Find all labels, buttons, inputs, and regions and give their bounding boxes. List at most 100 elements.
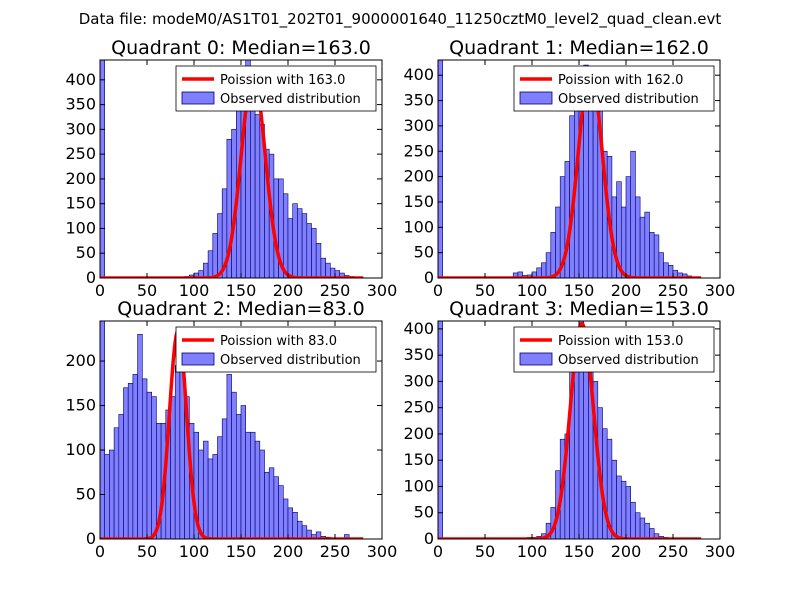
histogram-bar — [306, 223, 312, 278]
x-tick-label: 100 — [179, 542, 210, 561]
legend-bar-swatch — [181, 352, 215, 366]
y-tick-label: 150 — [403, 192, 434, 211]
y-tick-label: 300 — [403, 116, 434, 135]
x-tick-label: 0 — [433, 542, 443, 561]
histogram-bar — [541, 262, 547, 278]
histogram-bar — [100, 60, 105, 278]
histogram-bar — [212, 233, 218, 278]
histogram-bar — [174, 365, 181, 539]
x-tick-label: 0 — [95, 542, 105, 561]
quadrant-1-title: Quadrant 1: Median=162.0 — [449, 37, 709, 59]
histogram-bar — [226, 374, 232, 539]
legend-bar-label: Observed distribution — [220, 353, 361, 368]
y-tick-label: 300 — [403, 371, 434, 390]
legend-line-label: Poission with 153.0 — [558, 334, 683, 349]
quadrant-0-panel: 0 50 100 150 200 250 300 0 50 100 150 200 250 300 350 4… — [65, 37, 397, 300]
histogram-bar — [620, 206, 627, 278]
histogram-bar — [667, 265, 674, 278]
x-tick-label: 250 — [320, 281, 351, 300]
y-tick-label: 150 — [65, 194, 96, 213]
histogram-bar — [113, 427, 120, 539]
histogram-bar — [325, 262, 331, 278]
histogram-bar — [278, 485, 284, 539]
poisson-curve — [438, 321, 703, 539]
poisson-curve — [438, 68, 703, 278]
legend-bar-label: Observed distribution — [558, 353, 699, 368]
histogram-bar — [127, 382, 134, 539]
histogram-bar — [644, 522, 650, 539]
y-tick-label: 400 — [65, 70, 96, 89]
y-tick-label: 400 — [403, 319, 434, 338]
x-tick-label: 300 — [367, 542, 398, 561]
histogram-bar — [287, 218, 293, 278]
histogram-bar — [616, 475, 622, 539]
histogram-bar — [630, 501, 636, 539]
y-tick-label: 250 — [65, 144, 96, 163]
x-tick-label: 300 — [705, 281, 736, 300]
y-tick-label: 250 — [403, 398, 434, 417]
y-tick-label: 50 — [76, 243, 96, 262]
x-tick-label: 50 — [137, 281, 157, 300]
quadrant-3-plot-area — [438, 321, 703, 539]
histogram-bar — [268, 467, 275, 539]
x-tick-label: 200 — [611, 281, 642, 300]
histogram-bar — [236, 414, 242, 539]
histogram-bar — [344, 534, 350, 539]
histogram-bar — [212, 454, 218, 539]
x-tick-label: 100 — [179, 281, 210, 300]
quadrant-3-panel: 0 50 100 150 200 250 300 0 50 100 150 200 250 300 350 4… — [403, 298, 735, 561]
y-tick-label: 300 — [65, 119, 96, 138]
histogram-bar — [123, 387, 129, 539]
histogram-bar — [653, 234, 660, 278]
histogram-bar — [264, 471, 270, 539]
histogram-bar — [203, 440, 209, 539]
histogram-bar — [545, 252, 552, 278]
quadrant-3-title: Quadrant 3: Median=153.0 — [449, 298, 709, 320]
y-tick-label: 50 — [414, 503, 434, 522]
y-tick-label: 50 — [414, 243, 434, 262]
quadrant-0-title: Quadrant 0: Median=163.0 — [111, 37, 371, 59]
histogram-bar — [649, 232, 655, 278]
histogram-bar — [663, 262, 669, 278]
histogram-bar — [250, 431, 256, 539]
y-tick-label: 150 — [403, 450, 434, 469]
x-tick-label: 200 — [273, 281, 304, 300]
quadrant-2-panel: 0 50 100 150 200 250 300 0 50 100 150 200 Quadrant 2… — [65, 298, 397, 561]
histogram-bar — [207, 250, 214, 278]
x-tick-label: 50 — [137, 542, 157, 561]
histogram-bar — [151, 396, 157, 539]
histogram-bar — [231, 391, 237, 539]
x-tick-label: 150 — [564, 542, 595, 561]
histogram-bar — [118, 414, 124, 539]
histogram-bar — [625, 486, 631, 539]
histogram-bar — [635, 196, 641, 278]
y-tick-label: 200 — [403, 167, 434, 186]
x-tick-label: 100 — [517, 281, 548, 300]
quadrant-2-title: Quadrant 2: Median=83.0 — [117, 298, 365, 320]
histogram-bar — [207, 458, 214, 539]
x-tick-label: 0 — [433, 281, 443, 300]
histogram-bar — [311, 228, 317, 278]
quadrant-1-panel: 0 50 100 150 200 250 300 0 50 100 150 200 250 300 350 4… — [403, 37, 735, 300]
histogram-bar — [245, 431, 251, 539]
y-tick-label: 350 — [65, 95, 96, 114]
quadrant-2-legend: Poission with 83.0 Observed distribution — [175, 326, 377, 373]
histogram-bar — [630, 150, 636, 278]
x-tick-label: 250 — [658, 281, 689, 300]
histogram-bar — [104, 454, 110, 539]
y-tick-label: 350 — [403, 345, 434, 364]
histogram-bar — [635, 512, 641, 539]
y-tick-label: 150 — [65, 396, 96, 415]
figure-suptitle: Data file: modeM0/AS1T01_202T01_90000016… — [79, 10, 722, 29]
histogram-bar — [273, 476, 279, 539]
legend-bar-label: Observed distribution — [558, 92, 699, 107]
histogram-bar — [282, 498, 289, 539]
legend-line-label: Poission with 162.0 — [558, 73, 683, 88]
y-tick-label: 400 — [403, 65, 434, 84]
y-tick-label: 200 — [65, 351, 96, 370]
x-tick-label: 200 — [273, 542, 304, 561]
y-tick-label: 0 — [424, 268, 434, 287]
histogram-bar — [620, 480, 627, 539]
y-tick-label: 100 — [65, 440, 96, 459]
